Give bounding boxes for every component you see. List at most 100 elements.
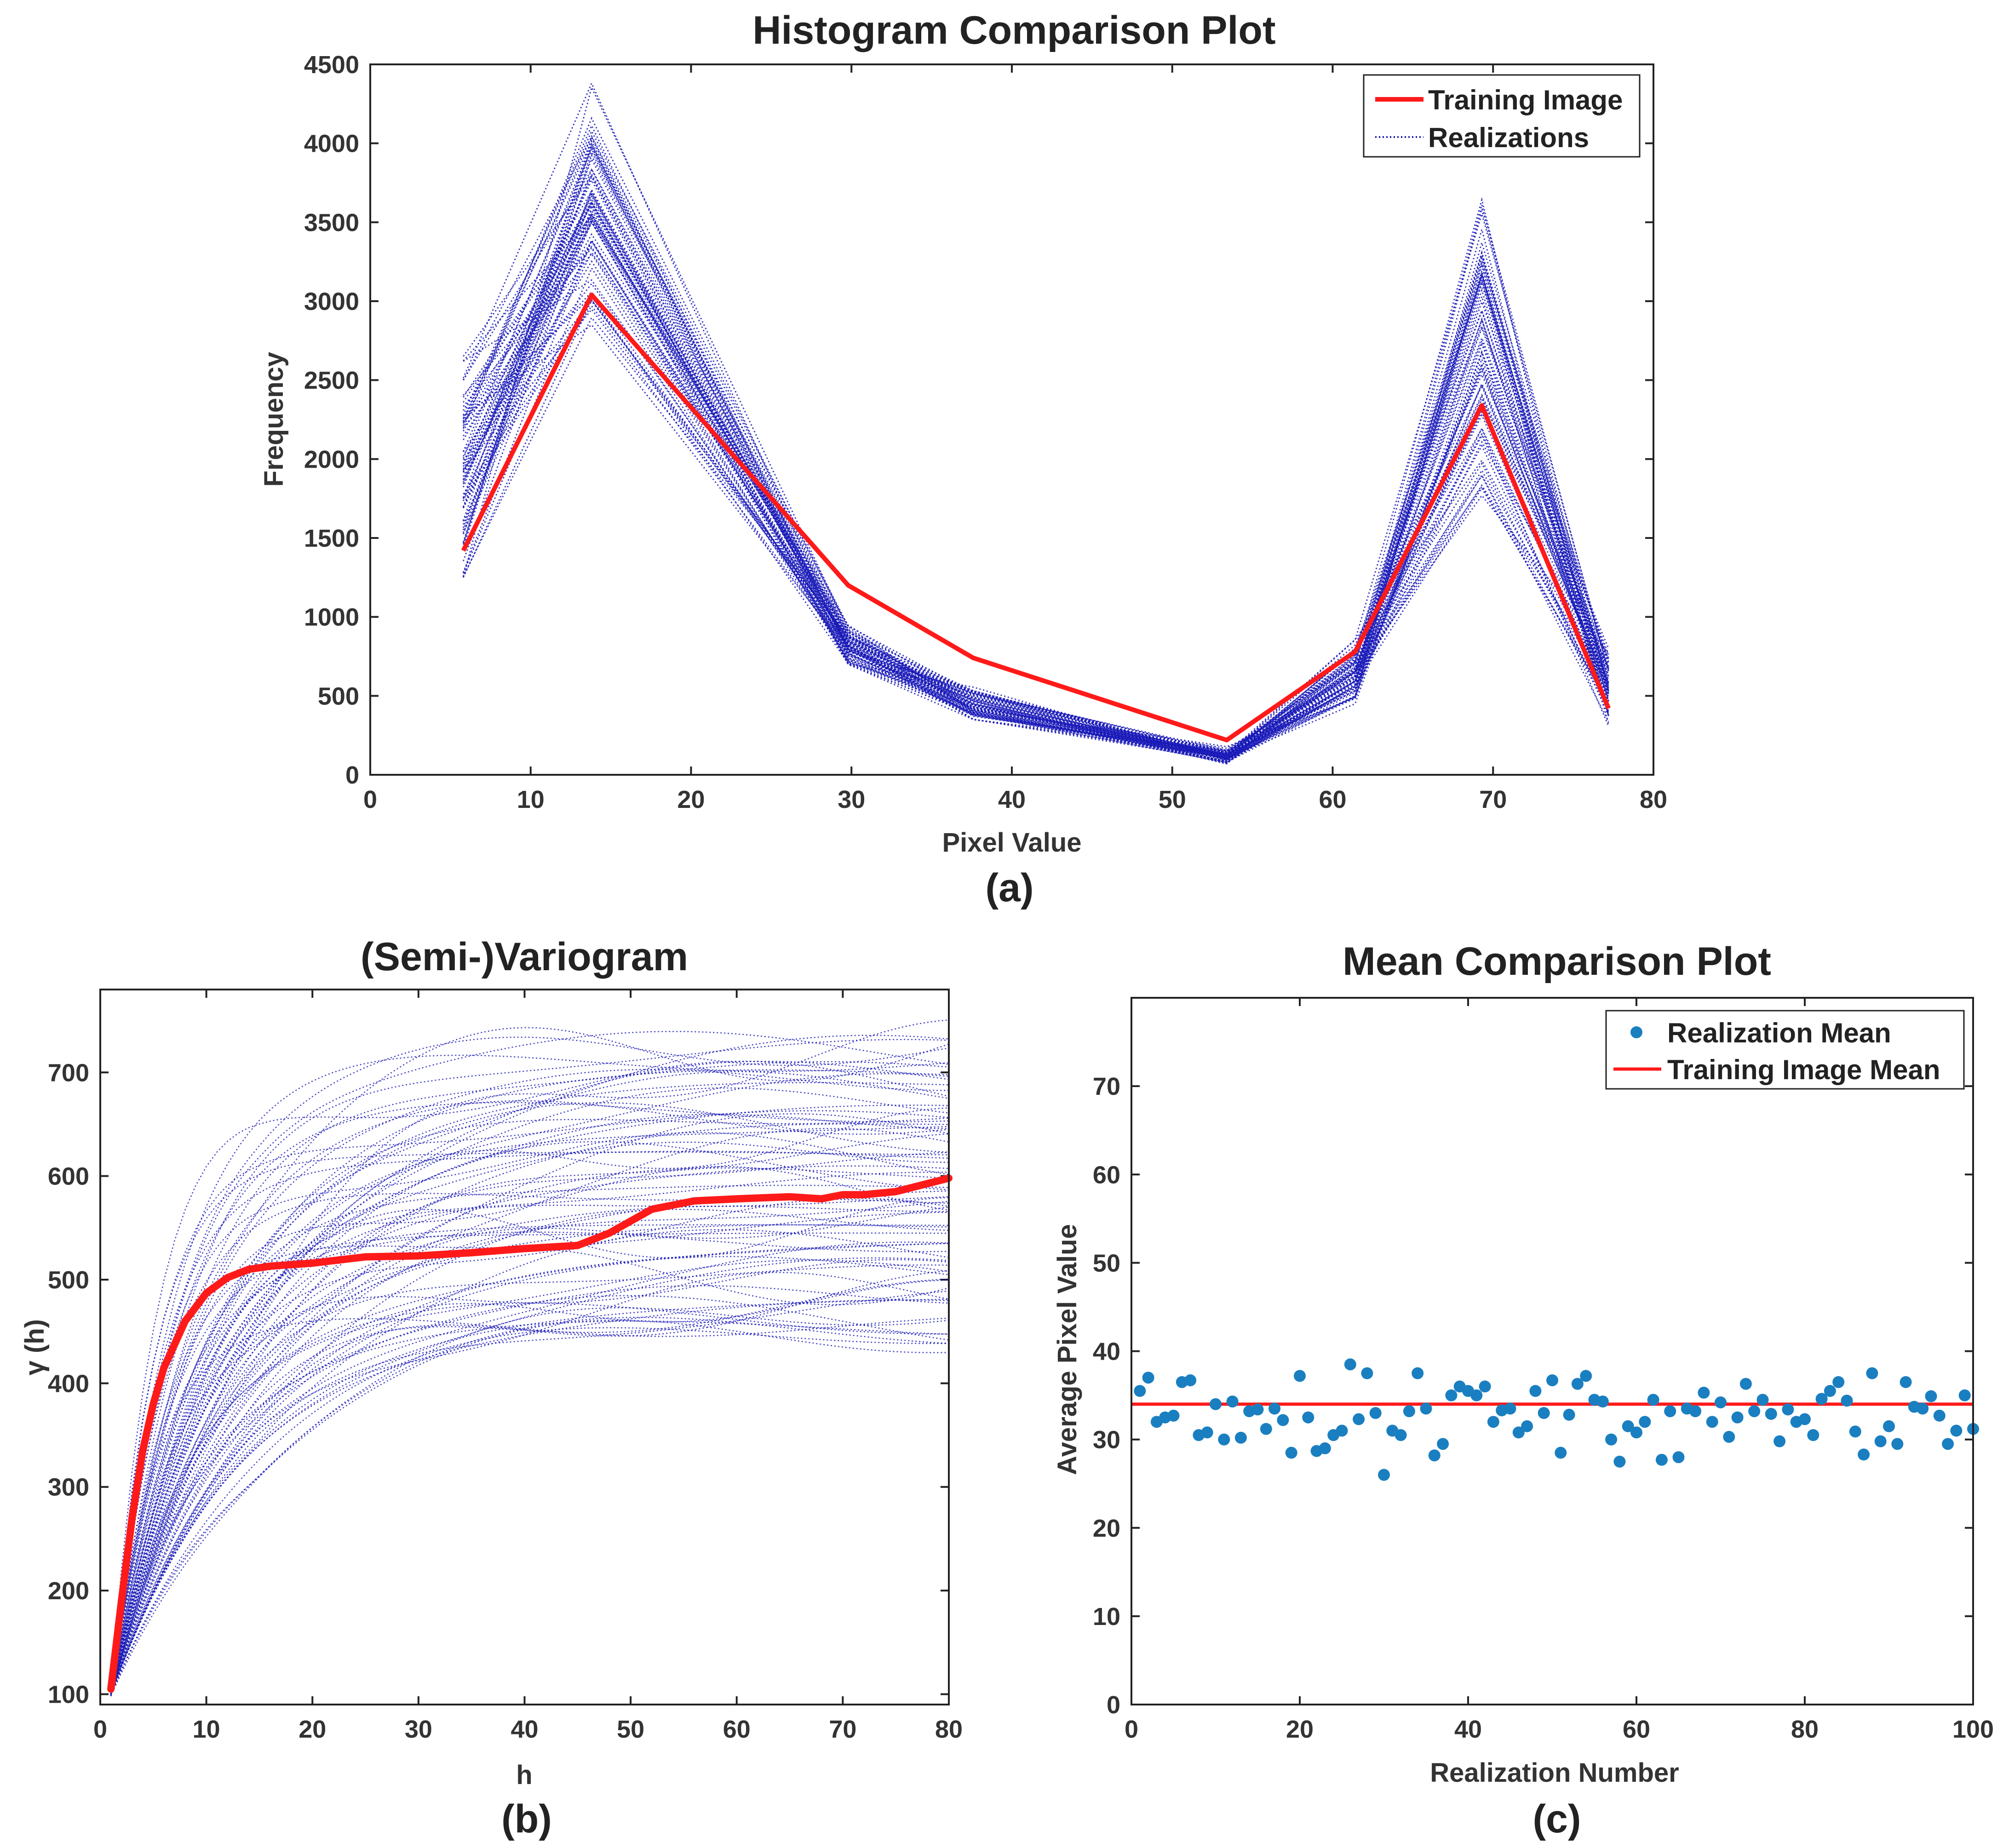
realization-line [462,150,1609,753]
realization-mean-point [1958,1389,1971,1402]
realization-mean-point [1538,1407,1550,1419]
realization-mean-point [1142,1372,1154,1384]
realization-line [110,1113,949,1694]
realization-line [110,1104,949,1694]
x-tick-label: 50 [1159,786,1186,813]
realization-mean-point [1344,1358,1356,1371]
realization-line [110,1197,949,1693]
variogram-title: (Semi-)Variogram [361,935,688,979]
x-tick-label: 80 [935,1716,963,1743]
y-tick-label: 200 [48,1577,89,1605]
mean-ticks: 0 20 40 60 80 100 0 10 20 30 40 50 60 70 [1093,998,1994,1743]
y-tick-label: 500 [318,682,359,710]
x-tick-label: 40 [998,786,1026,813]
x-tick-label: 20 [677,786,705,813]
realization-mean-point [1403,1405,1415,1418]
realization-line [110,1270,949,1695]
realization-line [110,1316,949,1696]
mean-panel: Mean Comparison Plot 0 20 40 60 80 100 0 10 20 30… [1052,939,1994,1841]
realization-line [462,134,1609,758]
realization-line [462,167,1609,757]
realization-line [110,1073,949,1693]
realization-mean-point [1336,1425,1348,1437]
realization-line [462,175,1609,762]
realization-mean-point [1226,1396,1239,1407]
realization-line [110,1150,949,1694]
x-tick-label: 0 [93,1716,107,1743]
realization-mean-point [1487,1416,1499,1428]
realization-mean-point [1319,1442,1331,1454]
y-tick-label: 40 [1093,1338,1120,1366]
realization-mean-point [1841,1395,1853,1407]
variogram-realizations [110,1019,949,1697]
realization-mean-point [1698,1386,1710,1399]
realization-line [110,1152,949,1695]
realization-mean-point [1504,1402,1516,1415]
realization-mean-point [1563,1408,1575,1421]
realization-mean-point [1378,1469,1390,1481]
realization-mean-point [1689,1405,1702,1418]
realization-line [110,1141,949,1694]
realization-line [463,324,1609,760]
realization-mean-point [1630,1426,1642,1439]
x-tick-label: 80 [1791,1716,1819,1743]
realization-line [462,192,1609,761]
realization-line [110,1242,949,1695]
realization-line [462,201,1609,757]
realization-mean-point [1773,1435,1786,1448]
realization-mean-point [1420,1402,1432,1415]
y-tick-label: 20 [1093,1515,1120,1542]
realization-line [110,1060,949,1693]
x-tick-label: 70 [829,1716,856,1743]
y-tick-label: 400 [48,1370,89,1397]
y-tick-label: 30 [1093,1426,1120,1454]
x-tick-label: 50 [617,1716,644,1743]
realization-line [110,1061,949,1694]
realization-mean-point [1361,1367,1373,1379]
realization-line [462,213,1609,753]
realization-line [110,1259,949,1694]
realization-line [462,220,1609,756]
realization-line [110,1290,949,1694]
mean-ylabel: Average Pixel Value [1052,1224,1082,1475]
realization-line [110,1190,949,1694]
realization-mean-point [1815,1393,1828,1405]
realization-mean-point [1201,1426,1213,1439]
y-tick-label: 4000 [304,130,359,158]
realization-line [462,316,1609,761]
realization-line [110,1278,949,1694]
realization-line [462,135,1609,756]
realization-line [110,1110,949,1694]
realization-mean-point [1605,1433,1618,1446]
panel-label-b: (b) [501,1797,552,1841]
realization-mean-point [1285,1447,1297,1459]
realization-mean-point [1739,1378,1752,1390]
realization-mean-point [1512,1426,1525,1439]
mean-plot-frame [1131,997,1974,1705]
realization-mean-point [1858,1448,1870,1461]
realization-mean-point [1571,1378,1584,1390]
realization-line [462,220,1609,756]
realization-line [110,1317,949,1695]
histogram-realizations [462,81,1609,765]
histogram-ticks: 0 10 20 30 40 50 60 70 80 0 500 1000 1500 2000 2500 300… [304,51,1667,813]
realization-mean-point [1479,1380,1491,1393]
realization-mean-point [1445,1389,1458,1402]
realization-mean-point [1824,1385,1836,1397]
realization-mean-point [1900,1376,1912,1388]
realization-mean-point [1302,1411,1314,1424]
realization-line [462,193,1609,759]
realization-line [110,1133,949,1695]
realization-line [110,1307,949,1695]
y-tick-label: 700 [48,1059,89,1087]
x-tick-label: 0 [363,786,377,813]
realization-line [110,1113,949,1694]
histogram-plot-frame [369,63,1654,776]
realization-line [110,1271,949,1694]
histogram-ylabel: Frequency [259,352,289,486]
realization-line [110,1060,949,1694]
x-tick-label: 10 [193,1716,220,1743]
realization-mean-point [1210,1398,1222,1410]
y-tick-label: 50 [1093,1249,1120,1277]
